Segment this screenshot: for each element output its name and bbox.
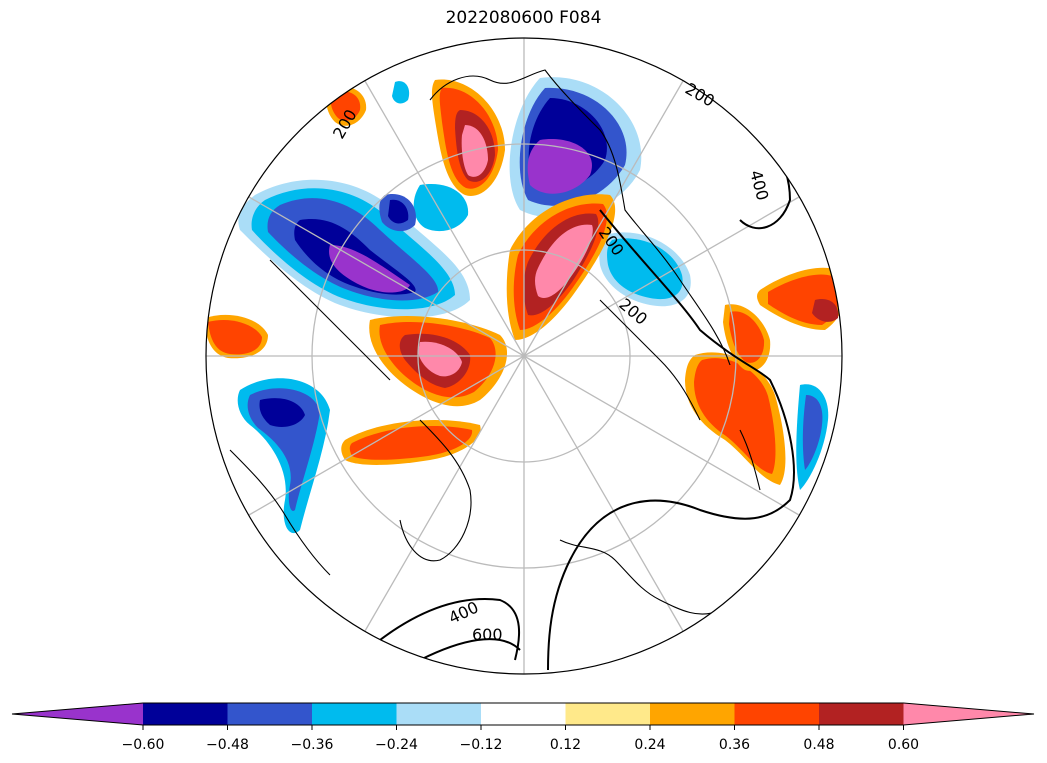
colorbar-swatches: [11, 702, 1035, 726]
colorbar-tick-label: 0.60: [888, 737, 919, 753]
colorbar-tick-label: 0.36: [719, 737, 750, 753]
colorbar-ticks: −0.60 −0.48 −0.36 −0.24 −0.12 0.12 0.24 0.36 0.4…: [122, 725, 919, 753]
colorbar-tick-label: 0.12: [550, 737, 581, 753]
colorbar-tick-label: 0.48: [803, 737, 834, 753]
negative-anomaly-region-north: [509, 77, 642, 218]
polar-map: 200 400 200 200 200 400 600: [205, 37, 843, 675]
colorbar-swatch: [650, 703, 735, 725]
positive-anomaly-region-center: [506, 194, 616, 340]
positive-anomaly-region-atlantic: [206, 86, 367, 359]
negative-anomaly-region-east: [379, 81, 829, 490]
positive-anomaly-region-europe: [685, 267, 842, 485]
colorbar-tick-label: −0.12: [460, 737, 503, 753]
colorbar-swatch: [143, 703, 228, 725]
colorbar-tick-label: −0.24: [375, 737, 418, 753]
colorbar-swatch: [12, 703, 143, 725]
negative-anomaly-region-greenland: [237, 378, 330, 534]
contour-label: 600: [472, 625, 503, 644]
colorbar-swatch: [227, 703, 312, 725]
colorbar-swatch: [819, 703, 904, 725]
positive-anomaly-region-canada: [341, 315, 508, 465]
map-title: 2022080600 F084: [445, 8, 602, 28]
colorbar-swatch: [312, 703, 397, 725]
colorbar-swatch: [481, 703, 566, 725]
colorbar-tick-label: −0.36: [291, 737, 334, 753]
colorbar-tick-label: −0.60: [122, 737, 165, 753]
colorbar-swatch: [565, 703, 650, 725]
colorbar-swatch: [396, 703, 481, 725]
colorbar-swatch: [903, 703, 1034, 725]
colorbar-tick-label: 0.24: [634, 737, 665, 753]
colorbar-swatch: [734, 703, 819, 725]
colorbar-tick-label: −0.48: [206, 737, 249, 753]
height-contours: [379, 89, 795, 671]
map-frame: [205, 37, 843, 675]
coastlines: [229, 69, 761, 615]
positive-anomaly-region-bering: [431, 79, 505, 196]
